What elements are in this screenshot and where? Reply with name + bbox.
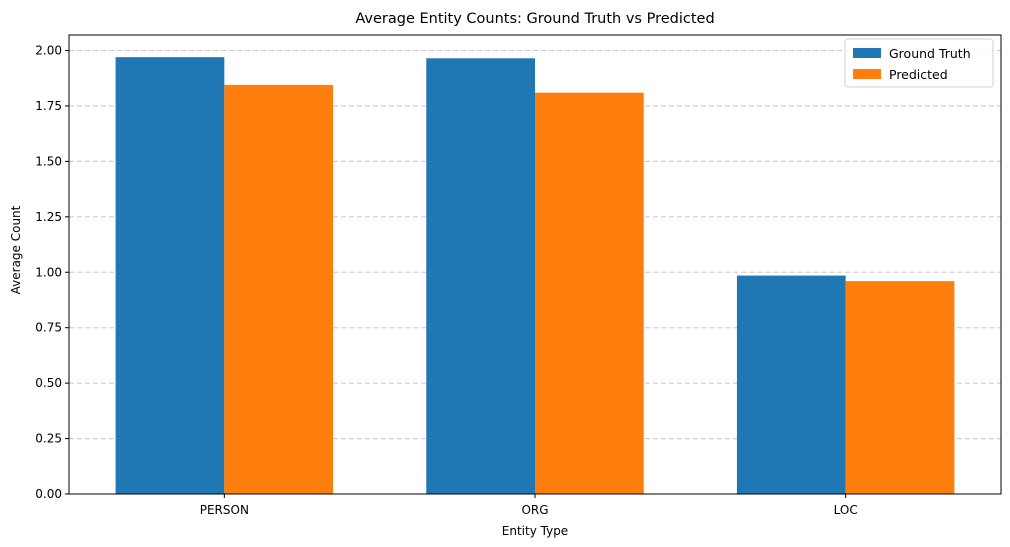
y-tick-label: 0.75 [35,321,62,335]
bar-predicted-org [535,92,644,495]
legend-box [844,38,994,88]
bar-ground-truth-org [426,58,535,495]
bar-predicted-loc [845,281,955,494]
x-tick-label: PERSON [200,503,249,517]
legend-swatch [853,69,881,79]
bar-ground-truth-loc [736,275,846,494]
y-tick-label: 0.50 [35,376,62,390]
legend-label: Ground Truth [889,46,971,61]
y-tick-label: 1.00 [35,265,62,279]
chart-title: Average Entity Counts: Ground Truth vs P… [355,11,714,27]
x-tick-label: LOC [834,503,858,517]
legend-label: Predicted [889,67,948,82]
y-axis-label: Average Count [9,205,23,294]
y-tick-label: 1.25 [35,210,62,224]
x-tick-label: ORG [521,503,548,517]
bar-ground-truth-person [115,57,225,494]
y-tick-label: 1.50 [35,154,62,168]
y-tick-label: 1.75 [35,99,62,113]
legend: Ground Truth Predicted [844,38,994,88]
x-axis-label: Entity Type [502,524,568,538]
bar-predicted-person [224,84,334,495]
y-tick-label: 2.00 [35,44,62,58]
bars [115,57,955,495]
y-tick-label: 0.25 [35,432,62,446]
y-tick-label: 0.00 [35,487,62,501]
y-axis-ticks: 0.00 0.25 0.50 0.75 1.00 1.25 1.50 1.75 2.00 [35,44,69,501]
x-axis-ticks: PERSON ORG LOC [200,494,858,517]
legend-swatch [853,48,881,58]
